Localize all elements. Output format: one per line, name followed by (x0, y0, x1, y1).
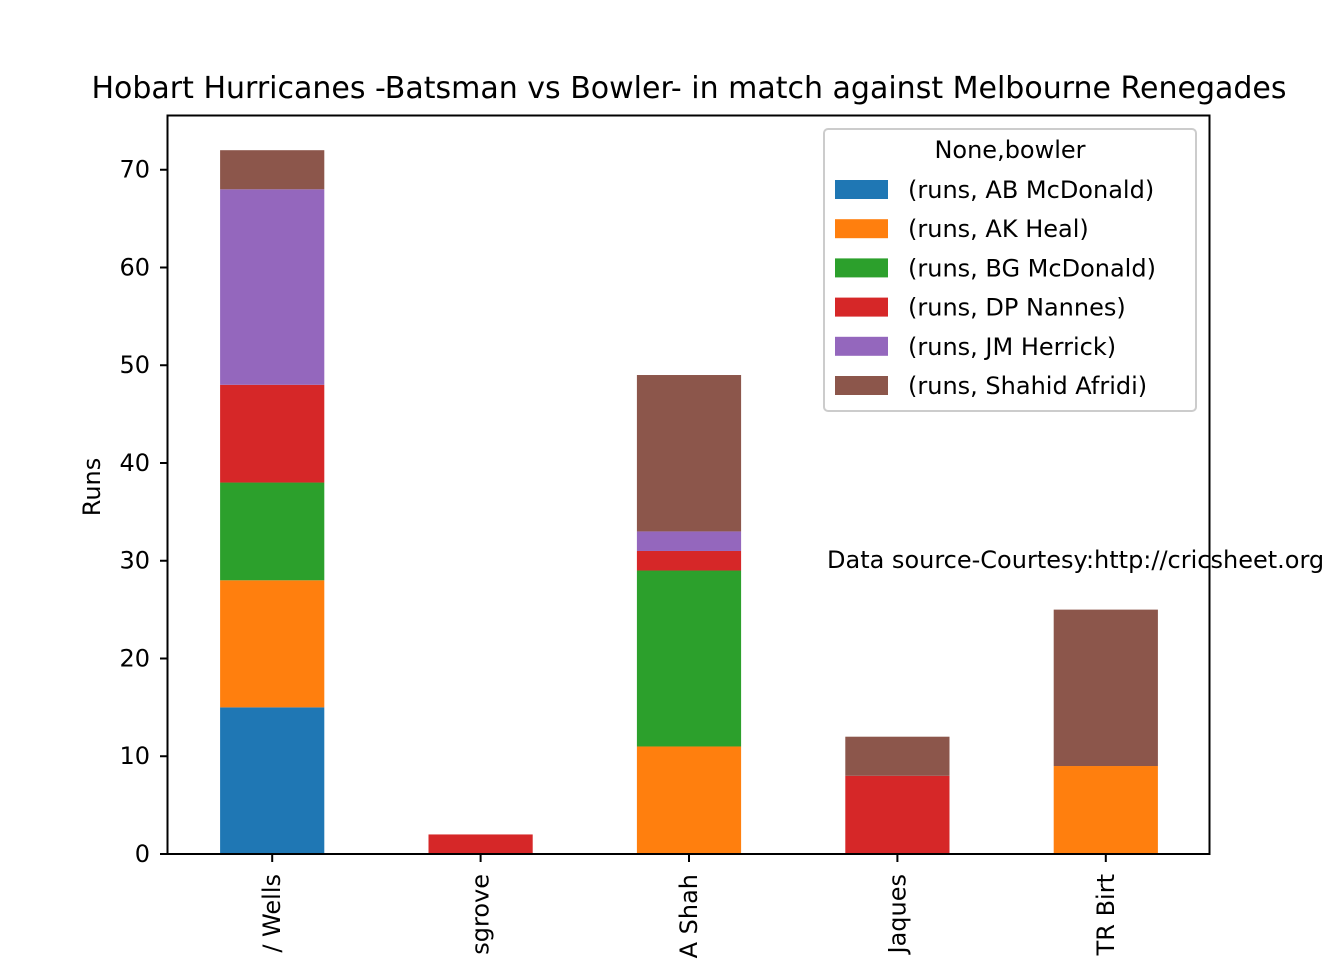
y-tick-label: 60 (119, 253, 150, 281)
legend-frame (823, 128, 1197, 412)
y-axis-label: Runs (78, 458, 106, 517)
legend: None,bowler (runs, AB McDonald) (runs, AK… (823, 128, 1197, 412)
bars-group (220, 150, 1158, 854)
bar-segment-0-2 (220, 482, 325, 581)
bar-segment-2-2 (636, 570, 742, 747)
bar-segment-2-4 (636, 531, 742, 551)
legend-label: (runs, Shahid Afridi) (908, 372, 1147, 400)
bar-segment-3-3 (845, 775, 950, 854)
y-tick-label: 40 (119, 449, 150, 477)
legend-label: (runs, BG McDonald) (908, 254, 1156, 282)
bar-segment-0-1 (220, 580, 325, 708)
chart-title: Hobart Hurricanes -Batsman vs Bowler- in… (91, 71, 1286, 106)
bar-segment-4-5 (1053, 609, 1158, 767)
x-axis: / Wells sgrove A Shah Jaques TR Birt (258, 854, 1120, 958)
y-tick-label: 70 (119, 156, 150, 184)
bar-segment-2-3 (636, 550, 742, 571)
y-tick-label: 20 (119, 644, 150, 672)
data-source-annotation: Data source-Courtesy:http://cricsheet.or… (827, 546, 1324, 574)
bar-segment-3-5 (845, 736, 950, 776)
bar-segment-0-3 (220, 384, 325, 483)
y-tick-label: 30 (119, 547, 150, 575)
legend-swatch (835, 219, 888, 239)
y-tick-label: 0 (135, 840, 150, 868)
legend-label: (runs, AK Heal) (908, 215, 1089, 243)
bar-segment-4-1 (1053, 766, 1158, 854)
bar-segment-2-5 (636, 375, 742, 532)
y-tick-label: 10 (119, 742, 150, 770)
bar-segment-2-1 (636, 746, 742, 854)
y-tick-label: 50 (119, 351, 150, 379)
legend-swatch (835, 376, 888, 395)
legend-label: (runs, DP Nannes) (908, 294, 1126, 322)
bar-segment-1-3 (428, 834, 533, 854)
bar-segment-0-4 (220, 189, 325, 385)
x-tick-label: TR Birt (1092, 874, 1120, 956)
legend-swatch (835, 180, 888, 199)
x-tick-label: / Wells (258, 874, 286, 953)
legend-title: None,bowler (934, 136, 1085, 164)
x-tick-label: A Shah (675, 874, 703, 958)
legend-swatch (835, 258, 888, 278)
legend-swatch (835, 297, 888, 317)
legend-swatch (835, 336, 888, 356)
legend-label: (runs, JM Herrick) (908, 333, 1116, 361)
x-tick-label: sgrove (467, 874, 495, 955)
legend-label: (runs, AB McDonald) (908, 176, 1154, 204)
y-axis: 0 10 20 30 40 50 60 70 (119, 156, 168, 868)
x-tick-label: Jaques (883, 874, 911, 956)
bar-segment-0-5 (220, 150, 325, 190)
bar-segment-0-0 (220, 707, 325, 854)
